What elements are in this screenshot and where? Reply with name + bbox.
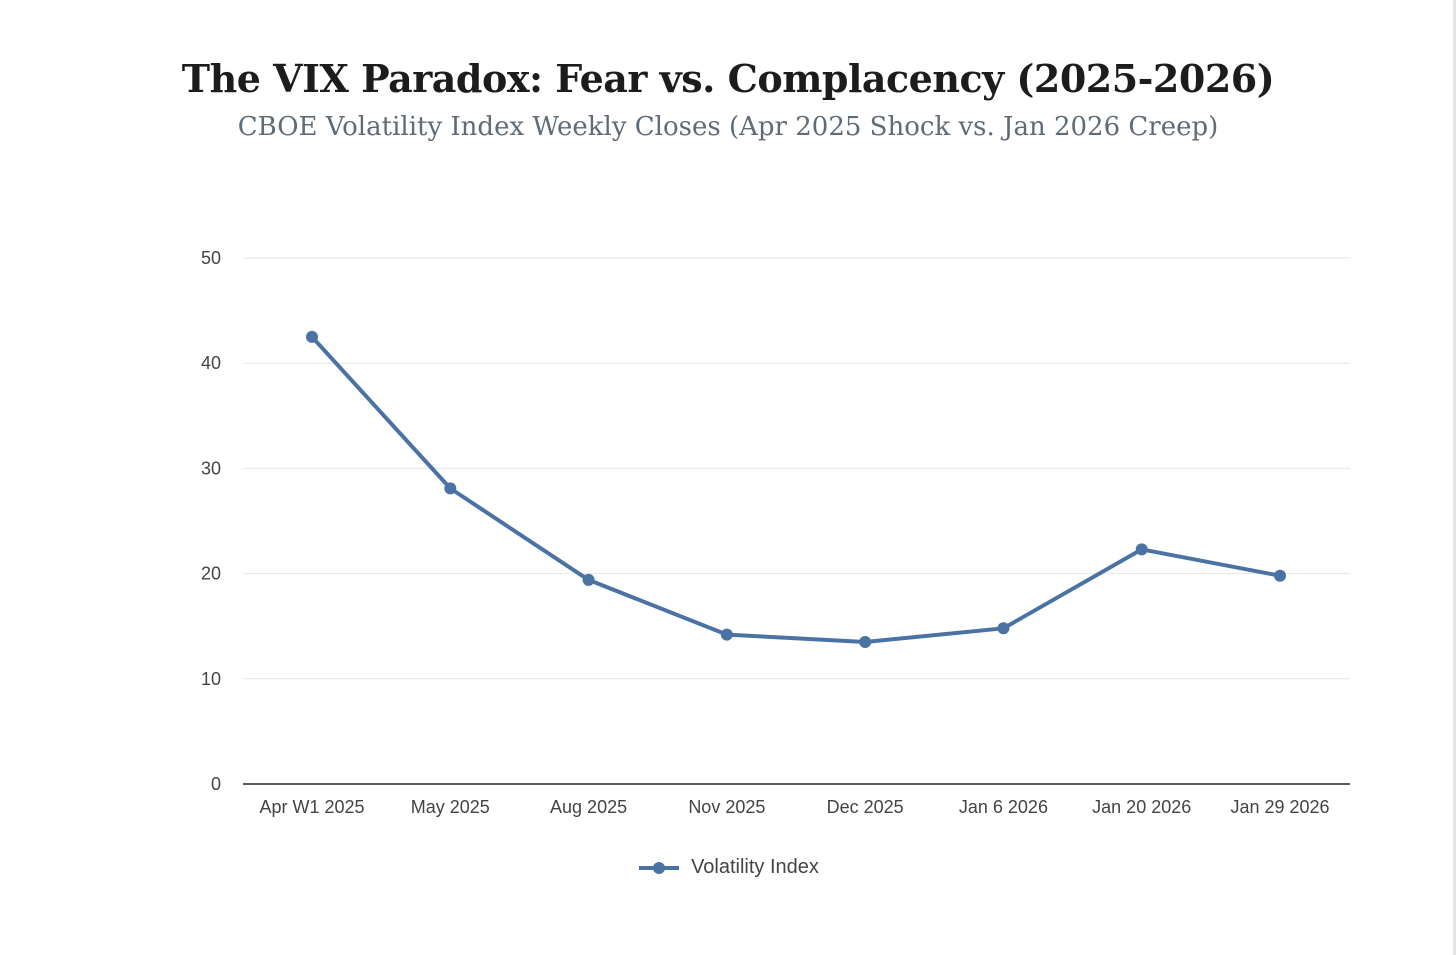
x-tick-label: Jan 29 2026 <box>1230 797 1329 817</box>
data-point[interactable] <box>859 635 872 648</box>
data-point[interactable] <box>582 573 595 586</box>
series-line <box>310 334 1282 644</box>
y-tick-label: 10 <box>201 669 221 689</box>
window-edge <box>1453 0 1456 955</box>
legend-label: Volatility Index <box>691 856 819 878</box>
gridlines <box>243 257 1350 680</box>
data-point[interactable] <box>1274 569 1286 582</box>
legend[interactable]: Volatility Index <box>0 856 1456 879</box>
x-tick-label: Jan 20 2026 <box>1092 797 1191 817</box>
y-tick-label: 0 <box>211 774 221 794</box>
x-tick-label: Dec 2025 <box>827 797 904 817</box>
x-tick-label: May 2025 <box>411 797 490 817</box>
x-tick-label: Aug 2025 <box>550 797 627 817</box>
legend-dot <box>653 861 666 874</box>
chart-title: The VIX Paradox: Fear vs. Complacency (2… <box>181 56 1275 101</box>
y-tick-label: 20 <box>201 564 221 584</box>
data-point[interactable] <box>306 330 318 343</box>
x-tick-label: Apr W1 2025 <box>259 797 364 817</box>
data-point[interactable] <box>444 482 457 495</box>
y-tick-label: 50 <box>201 248 221 268</box>
data-point[interactable] <box>997 622 1010 635</box>
axes: 0 10 20 30 40 50 Apr W1 2025 May 2025 Aug 2025 No… <box>201 248 1350 817</box>
data-point[interactable] <box>720 628 733 641</box>
legend-line-marker-icon <box>639 861 680 874</box>
x-tick-label: Jan 6 2026 <box>959 797 1048 817</box>
y-tick-label: 40 <box>201 353 221 373</box>
data-point[interactable] <box>1135 543 1148 556</box>
series-volatility-index <box>306 330 1286 648</box>
x-tick-label: Nov 2025 <box>688 797 765 817</box>
chart-subtitle: CBOE Volatility Index Weekly Closes (Apr… <box>237 112 1219 142</box>
y-tick-label: 30 <box>201 458 221 478</box>
